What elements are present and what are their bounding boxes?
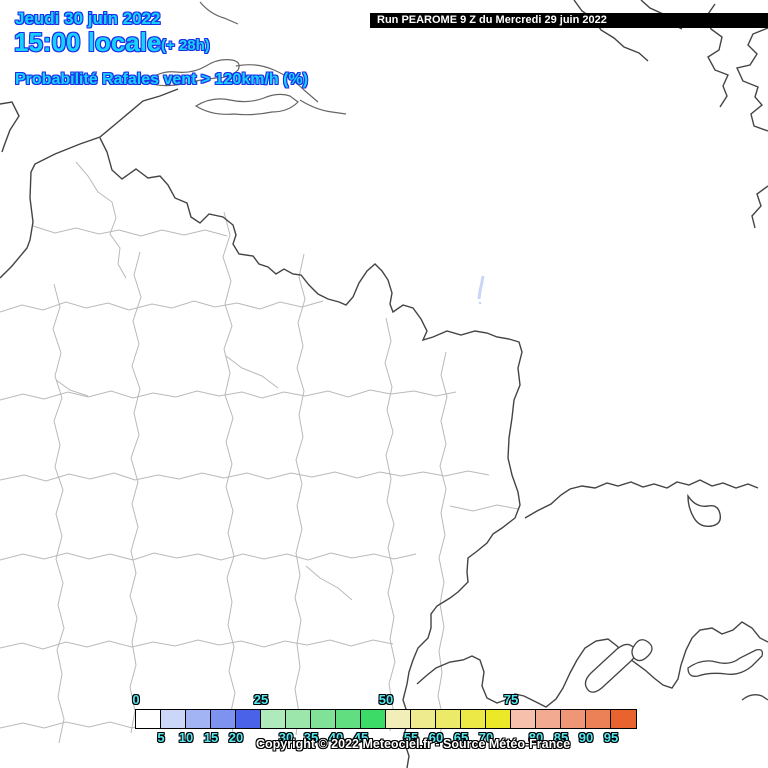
legend-cell	[536, 710, 561, 728]
legend-label: 95	[603, 730, 619, 745]
legend-cell	[136, 710, 161, 728]
legend-label: 15	[203, 730, 219, 745]
nl-border-1	[573, 0, 649, 62]
lakes	[584, 639, 768, 701]
legend-cell	[561, 710, 586, 728]
legend-cell	[236, 710, 261, 728]
legend-label: 70	[478, 730, 494, 745]
rhine-bump	[687, 493, 722, 528]
legend-label: 50	[378, 692, 394, 707]
legend-label: 25	[253, 692, 269, 707]
date-label: Jeudi 30 juin 2022	[15, 9, 161, 28]
swiss-german-border	[524, 479, 759, 519]
legend-cell	[261, 710, 286, 728]
legend-cell	[586, 710, 611, 728]
time-label: 15:00 locale	[14, 27, 162, 57]
legend-cells	[135, 709, 637, 729]
right-edge-border	[751, 185, 768, 229]
legend-cell	[436, 710, 461, 728]
legend-label: 80	[528, 730, 544, 745]
legend-cell	[161, 710, 186, 728]
variable-label: Probabilité Rafales vent > 120km/h (%)	[15, 71, 308, 88]
copyright-label: Copyright © 2022 Meteociel.fr - Source M…	[256, 737, 571, 751]
legend-cell	[211, 710, 236, 728]
england-coast	[0, 101, 20, 153]
legend-cell	[336, 710, 361, 728]
legend-label: 0	[132, 692, 140, 707]
legend-label: 35	[303, 730, 319, 745]
legend-label: 40	[328, 730, 344, 745]
swiss-border-south	[416, 621, 768, 708]
legend-cell	[361, 710, 386, 728]
legend-label: 5	[157, 730, 165, 745]
legend-cell	[286, 710, 311, 728]
legend-label: 60	[428, 730, 444, 745]
legend-label: 45	[353, 730, 369, 745]
forecast-offset-label: (+ 28h)	[161, 37, 210, 54]
legend-cell	[186, 710, 211, 728]
legend: 0 25 50 75 5 10 15 20 30 35 40 45 55 60 65 70 80 85 90 95	[132, 692, 637, 745]
france-belgium-germany-border	[99, 137, 523, 768]
legend-cell	[611, 710, 636, 728]
legend-label: 30	[278, 730, 294, 745]
legend-label: 10	[178, 730, 194, 745]
legend-label: 20	[228, 730, 244, 745]
legend-label: 65	[453, 730, 469, 745]
legend-label: 55	[403, 730, 419, 745]
legend-label: 85	[553, 730, 569, 745]
legend-cell	[461, 710, 486, 728]
run-banner: Run PEAROME 9 Z du Mercredi 29 juin 2022	[370, 13, 768, 28]
legend-label: 75	[503, 692, 519, 707]
legend-label: 90	[578, 730, 594, 745]
channel-coastline	[0, 88, 179, 279]
estuary-outlines	[144, 1, 347, 116]
department-borders	[0, 161, 519, 744]
legend-cell	[411, 710, 436, 728]
legend-cell	[386, 710, 411, 728]
topright-border-2	[736, 27, 768, 132]
legend-cell	[511, 710, 536, 728]
legend-cell	[486, 710, 511, 728]
legend-cell	[311, 710, 336, 728]
probability-streak	[477, 275, 485, 305]
